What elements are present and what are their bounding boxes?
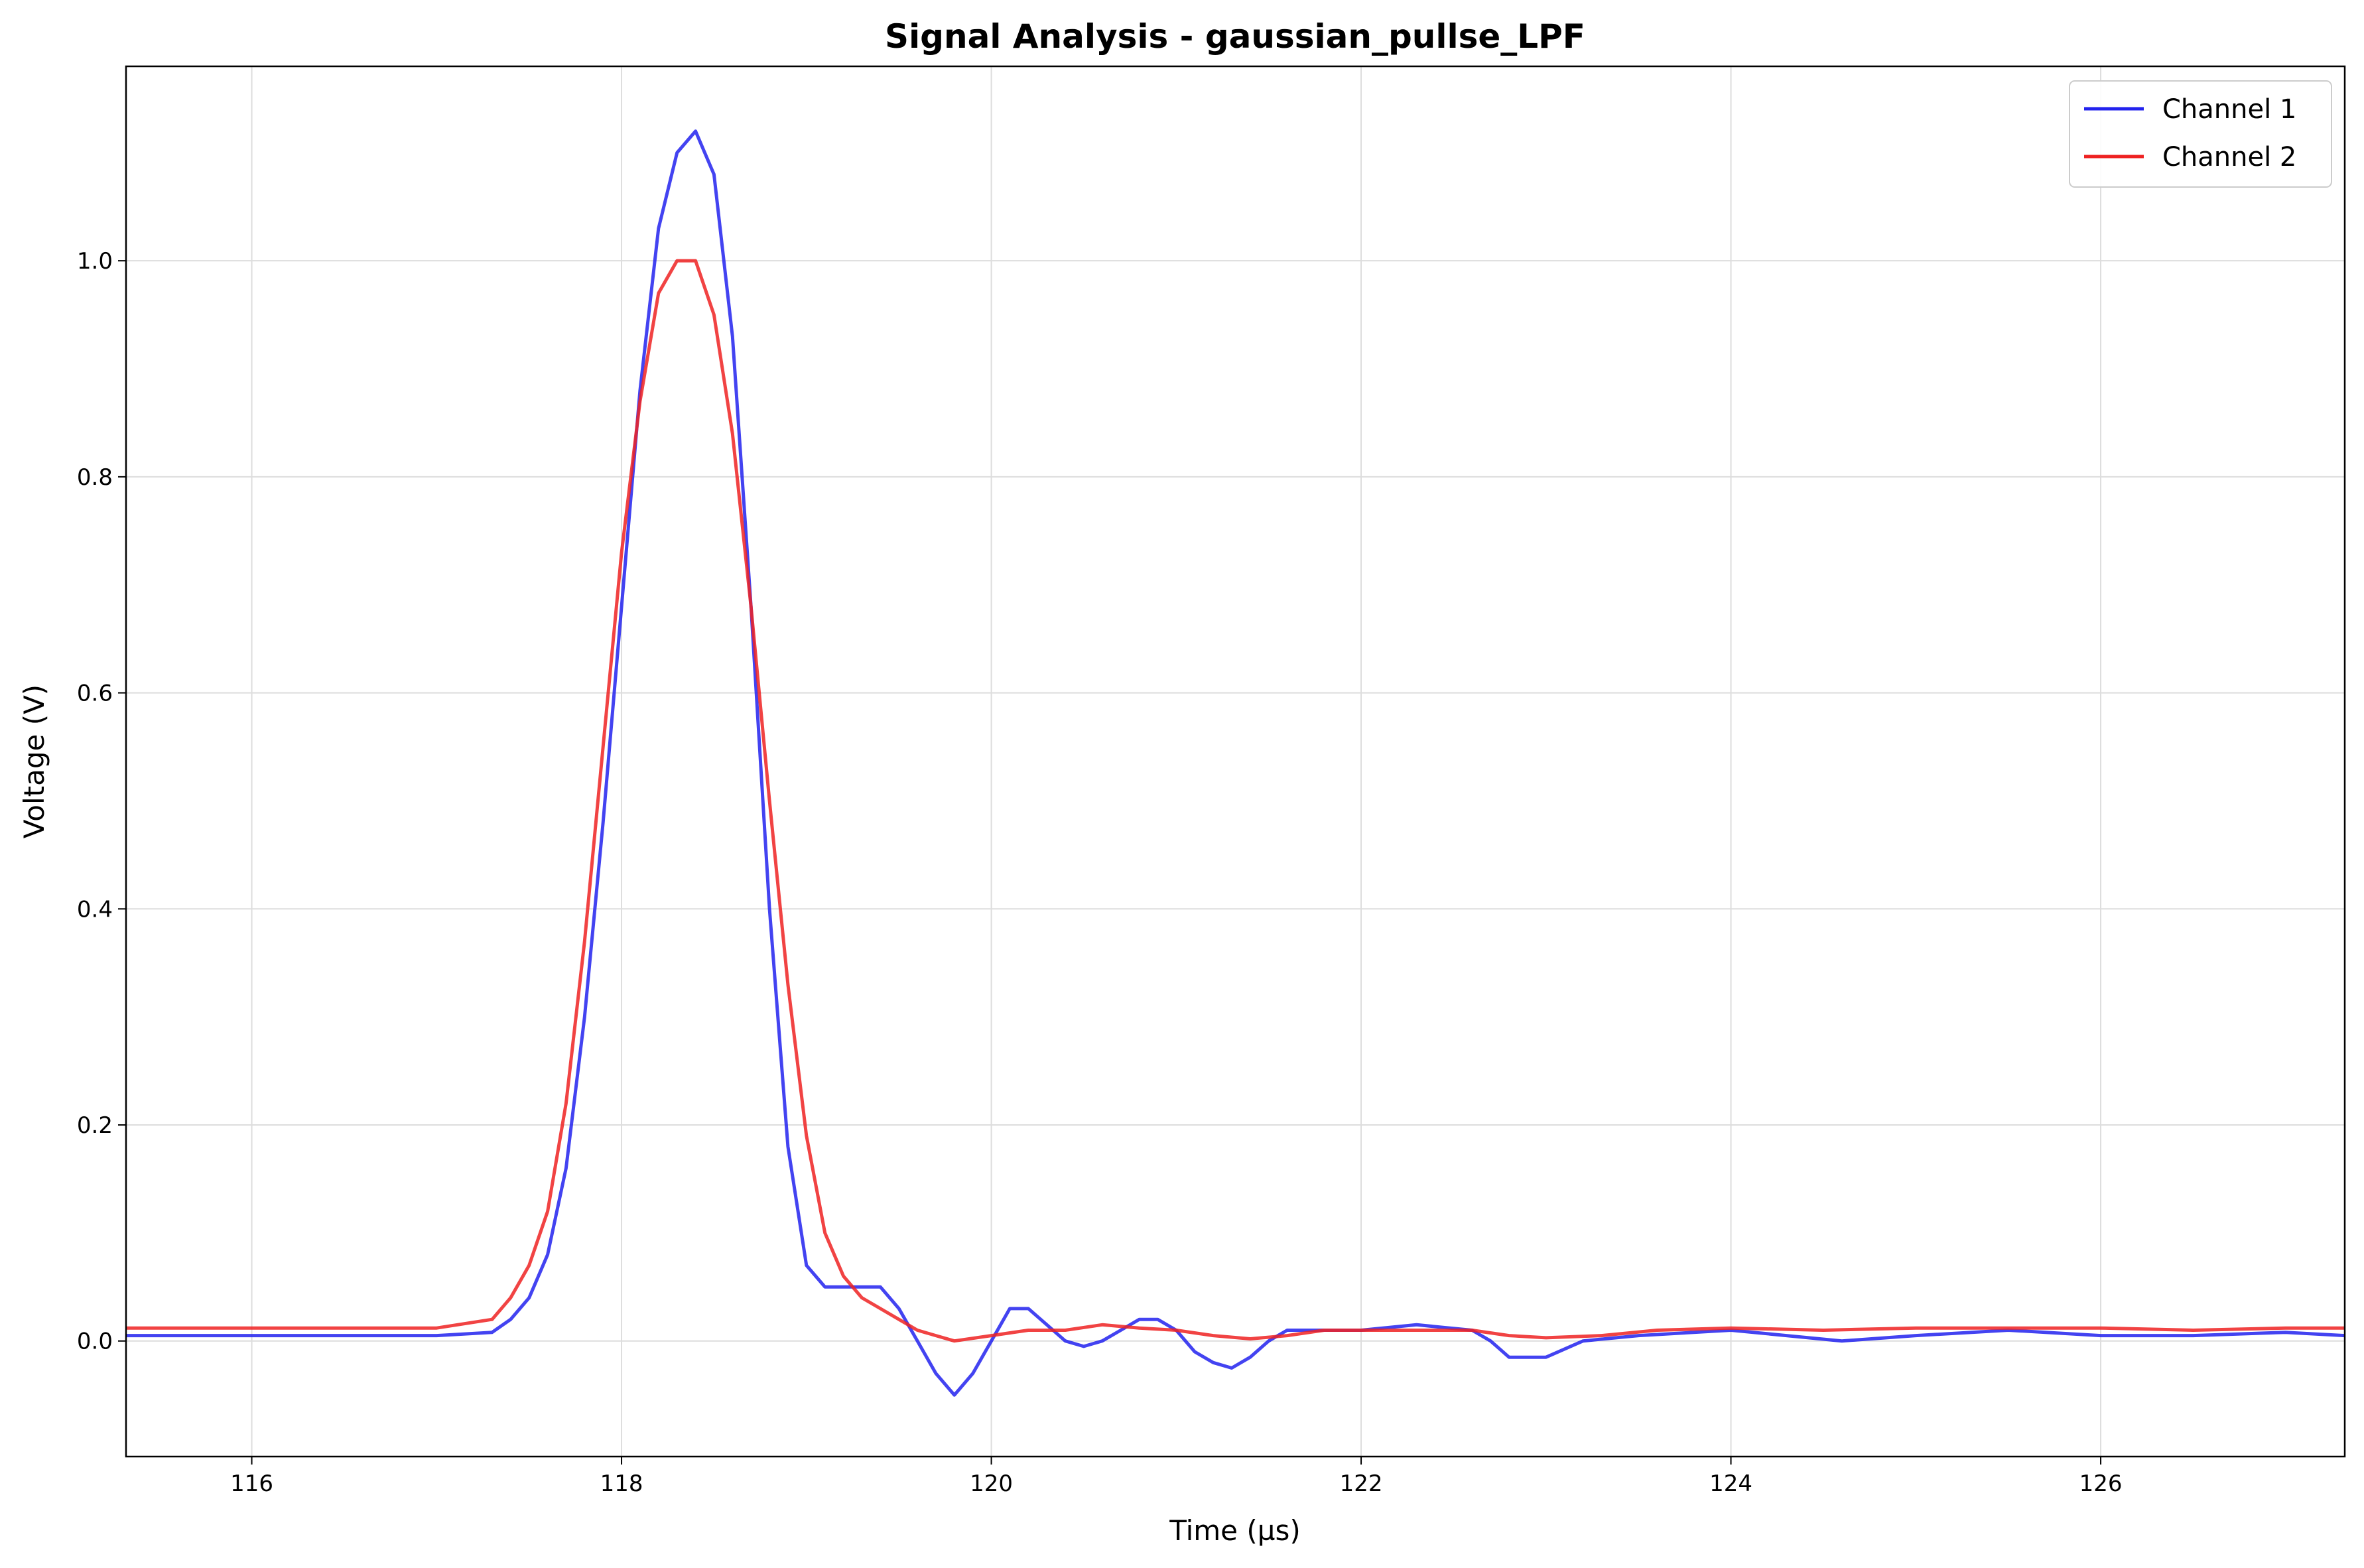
series-line-channel-2 [126, 259, 2345, 1343]
plot-frame [125, 65, 2346, 1458]
y-tick-label: 0.4 [77, 896, 113, 923]
legend: Channel 1 Channel 2 [2069, 80, 2332, 188]
y-tick-label: 0.0 [77, 1329, 113, 1355]
y-tick-label: 0.2 [77, 1112, 113, 1139]
x-tick-label: 124 [1709, 1470, 1752, 1497]
legend-label: Channel 1 [2162, 94, 2296, 125]
series-line-channel-1 [126, 129, 2345, 1397]
legend-label: Channel 2 [2162, 142, 2296, 172]
axis-ticks: 116 118 120 122 124 126 0.0 0.2 0.4 0.6 0.8 1.0 [77, 248, 2123, 1497]
x-axis-label: Time (µs) [1169, 1514, 1301, 1547]
x-tick-label: 122 [1340, 1470, 1383, 1497]
y-axis-label: Voltage (V) [18, 685, 50, 838]
x-tick-label: 116 [230, 1470, 273, 1497]
x-tick-label: 120 [970, 1470, 1013, 1497]
grid [126, 66, 2345, 1457]
y-tick-label: 1.0 [77, 248, 113, 275]
y-tick-label: 0.6 [77, 681, 113, 707]
series-lines [126, 129, 2345, 1397]
x-tick-label: 126 [2079, 1470, 2123, 1497]
x-tick-label: 118 [600, 1470, 643, 1497]
chart-title: Signal Analysis - gaussian_pullse_LPF [885, 17, 1585, 56]
y-tick-label: 0.8 [77, 464, 113, 491]
